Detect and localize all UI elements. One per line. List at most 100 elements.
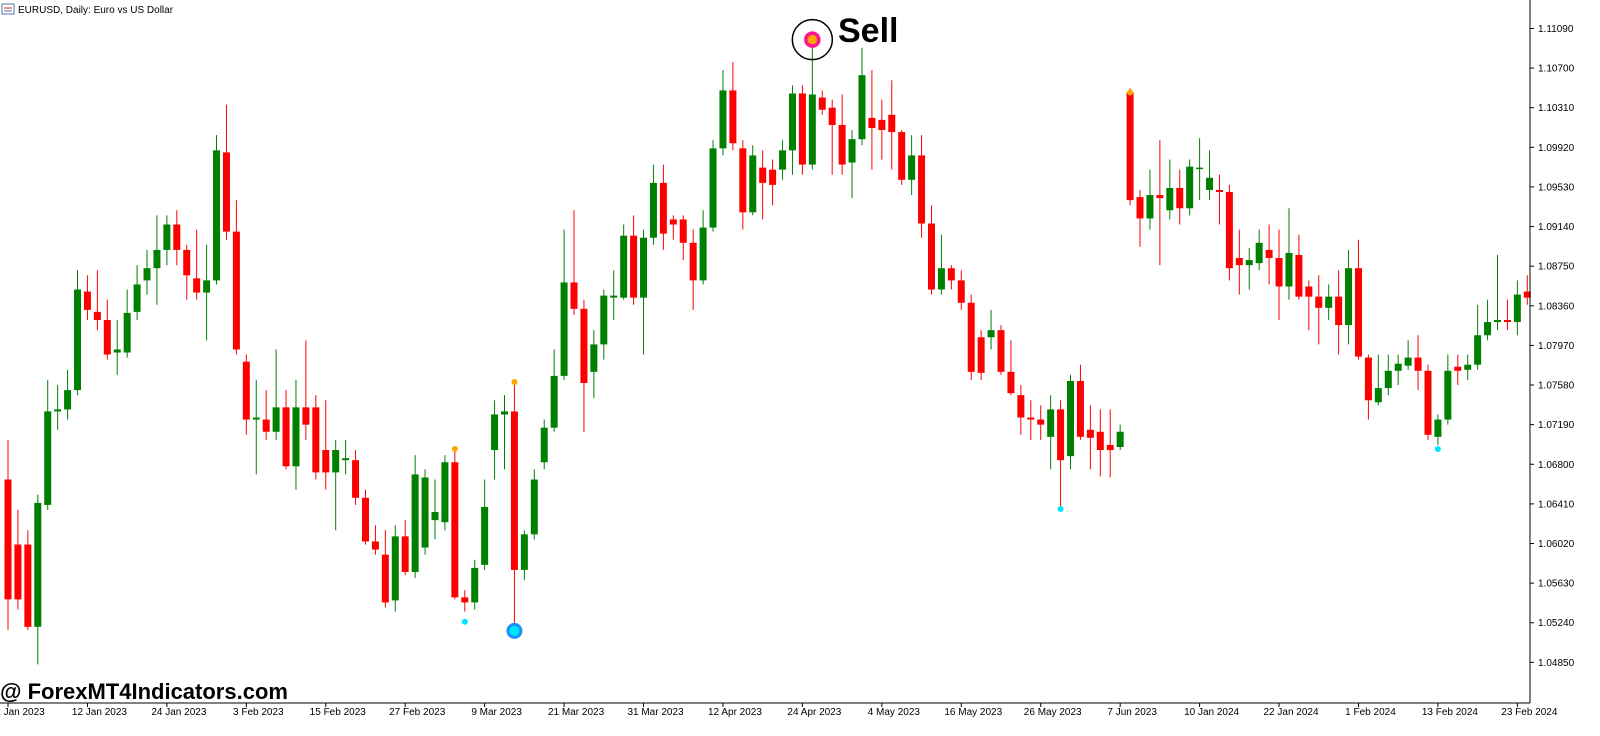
chart-title: EURUSD, Daily: Euro vs US Dollar — [18, 5, 174, 16]
candle-body — [1245, 260, 1253, 266]
candle-body — [1335, 296, 1343, 326]
candle-body — [620, 235, 628, 298]
x-tick-label: 2 Jan 2023 — [0, 707, 45, 718]
candle-body — [719, 90, 727, 149]
candle-body — [1474, 335, 1482, 365]
candle-body — [64, 390, 72, 410]
candle-body — [908, 155, 916, 180]
y-tick-label: 1.09140 — [1538, 222, 1575, 233]
signal-annotation: Sell — [838, 12, 898, 50]
candle-body — [1067, 380, 1075, 457]
y-tick-label: 1.06800 — [1538, 460, 1575, 471]
candle-body — [1186, 166, 1194, 209]
candle-body — [461, 597, 469, 603]
candle-body — [44, 411, 52, 505]
candle-body — [659, 182, 667, 234]
candle-body — [1354, 268, 1362, 357]
y-tick-label: 1.05630 — [1538, 579, 1575, 590]
y-tick-label: 1.11090 — [1538, 24, 1574, 35]
candle-body — [848, 139, 856, 163]
candle-body — [630, 235, 638, 298]
x-tick-label: 27 Feb 2023 — [389, 707, 446, 718]
candle-body — [481, 506, 489, 565]
x-tick-label: 10 Jan 2024 — [1184, 707, 1239, 718]
signal-dot — [1057, 505, 1064, 512]
candle-body — [1156, 195, 1164, 199]
y-tick-label: 1.10700 — [1538, 64, 1575, 75]
candle-body — [788, 93, 796, 151]
candle-body — [1037, 419, 1045, 425]
candle-body — [1444, 370, 1452, 420]
candle-body — [1345, 268, 1353, 326]
candle-body — [1285, 252, 1293, 287]
candle-body — [1384, 370, 1392, 389]
candle-body — [918, 155, 926, 224]
signal-dot — [451, 446, 458, 453]
candle-body — [312, 407, 320, 473]
y-tick-label: 1.09530 — [1538, 182, 1575, 193]
candle-body — [292, 407, 300, 467]
candle-body — [1414, 357, 1422, 371]
candle-body — [74, 289, 82, 391]
candle-body — [640, 237, 648, 298]
candle-body — [471, 567, 479, 603]
candle-body — [342, 458, 350, 461]
x-tick-label: 12 Apr 2023 — [708, 707, 762, 718]
candle-body — [1196, 167, 1204, 170]
x-tick-label: 23 Feb 2024 — [1501, 707, 1558, 718]
candle-body — [1434, 419, 1442, 437]
candle-body — [610, 295, 618, 298]
candle-body — [133, 284, 141, 312]
candle-body — [967, 302, 975, 372]
sell-signal-outline — [791, 18, 834, 61]
x-tick-label: 24 Apr 2023 — [787, 707, 841, 718]
candle-body — [262, 419, 270, 432]
candle-body — [203, 280, 211, 293]
candle-body — [1136, 197, 1144, 219]
signal-dot — [1434, 446, 1441, 453]
candle-body — [868, 117, 876, 129]
x-tick-label: 3 Feb 2023 — [233, 707, 284, 718]
candle-body — [649, 182, 657, 238]
candle-body — [391, 536, 399, 601]
candle-body — [957, 280, 965, 303]
candle-body — [709, 148, 717, 228]
y-tick-label: 1.06020 — [1538, 539, 1575, 550]
candle-body — [1215, 189, 1223, 193]
candle-body — [878, 119, 886, 131]
candle-body — [332, 450, 340, 473]
candle-body — [828, 107, 836, 125]
x-tick-label: 13 Feb 2024 — [1422, 707, 1479, 718]
candle-body — [838, 124, 846, 165]
candle-body — [818, 97, 826, 110]
candle-body — [888, 114, 896, 133]
candle-body — [93, 311, 101, 321]
y-tick-label: 1.05240 — [1538, 618, 1575, 629]
candle-body — [1057, 409, 1065, 461]
candle-body — [739, 148, 747, 213]
candle-body — [103, 320, 111, 355]
candle-body — [1454, 366, 1462, 371]
x-tick-label: 26 May 2023 — [1024, 707, 1082, 718]
candle-body — [34, 502, 42, 627]
candle-body — [302, 407, 310, 425]
candle-body — [520, 534, 528, 570]
candle-body — [381, 554, 389, 603]
candle-body — [1096, 431, 1104, 451]
x-tick-label: 21 Mar 2023 — [548, 707, 605, 718]
candle-body — [1513, 294, 1521, 323]
y-tick-label: 1.07190 — [1538, 420, 1575, 431]
candle-body — [411, 474, 419, 572]
candle-body — [729, 90, 737, 144]
candle-body — [322, 450, 330, 473]
candle-body — [510, 411, 518, 570]
candle-body — [352, 460, 360, 498]
candle-body — [1325, 296, 1333, 308]
candle-body — [1503, 320, 1511, 323]
candle-body — [421, 477, 429, 548]
candle-body — [679, 219, 687, 243]
candle-body — [361, 497, 369, 542]
signal-dot — [1127, 89, 1134, 96]
candle-body — [183, 249, 191, 276]
candle-body — [1265, 249, 1273, 259]
